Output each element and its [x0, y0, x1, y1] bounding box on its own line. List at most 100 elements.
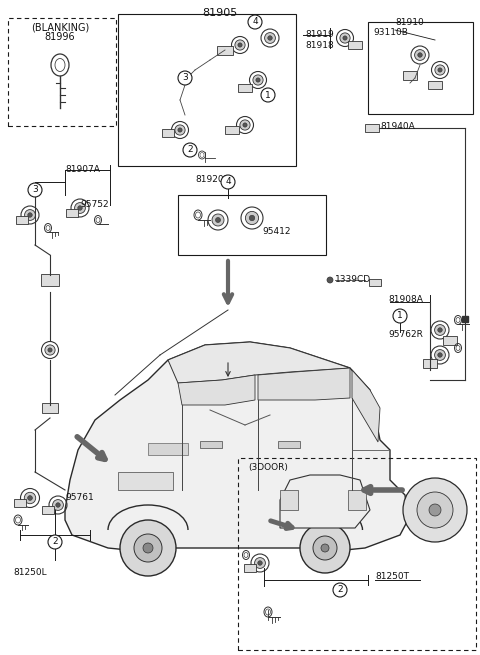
Circle shape: [258, 561, 262, 565]
Circle shape: [120, 520, 176, 576]
Circle shape: [327, 277, 333, 283]
Circle shape: [435, 65, 445, 75]
Bar: [148, 443, 188, 455]
Text: 81910: 81910: [395, 18, 424, 27]
Circle shape: [248, 15, 262, 29]
Circle shape: [24, 210, 36, 220]
Circle shape: [45, 345, 55, 355]
Bar: [368, 22, 473, 114]
Circle shape: [143, 543, 153, 553]
Bar: [178, 195, 326, 255]
Circle shape: [429, 504, 441, 516]
Circle shape: [256, 78, 260, 82]
Circle shape: [333, 583, 347, 597]
Text: 93110B: 93110B: [373, 28, 408, 37]
Text: 81907A: 81907A: [65, 165, 100, 174]
Circle shape: [403, 478, 467, 542]
Polygon shape: [178, 375, 255, 405]
Circle shape: [175, 125, 185, 135]
Circle shape: [393, 309, 407, 323]
Bar: [118, 14, 296, 166]
Polygon shape: [258, 368, 350, 400]
Circle shape: [438, 68, 442, 72]
Bar: [369, 278, 381, 286]
Circle shape: [238, 43, 242, 47]
Bar: [238, 458, 476, 650]
Circle shape: [340, 33, 350, 43]
Text: 95761: 95761: [65, 493, 94, 502]
Bar: [443, 335, 457, 345]
Circle shape: [178, 71, 192, 85]
Text: (3DOOR): (3DOOR): [248, 463, 288, 472]
Bar: [66, 209, 78, 217]
Text: 95752: 95752: [80, 200, 108, 209]
Polygon shape: [168, 342, 350, 383]
Circle shape: [417, 492, 453, 528]
Bar: [428, 81, 442, 89]
Polygon shape: [65, 342, 408, 552]
Circle shape: [300, 523, 350, 573]
Bar: [217, 45, 233, 54]
Text: 81919: 81919: [305, 30, 334, 39]
Bar: [244, 564, 256, 572]
Text: 81920B: 81920B: [195, 175, 230, 184]
Bar: [42, 506, 54, 514]
Circle shape: [74, 202, 85, 214]
Bar: [423, 358, 437, 367]
Text: 4: 4: [225, 178, 231, 187]
Circle shape: [418, 53, 422, 57]
Bar: [14, 499, 26, 507]
Text: (BLANKING): (BLANKING): [31, 22, 89, 32]
Text: 2: 2: [337, 586, 343, 595]
Circle shape: [240, 120, 250, 130]
Circle shape: [343, 36, 347, 40]
Circle shape: [24, 493, 36, 504]
Circle shape: [243, 123, 247, 127]
Circle shape: [183, 143, 197, 157]
Circle shape: [438, 353, 442, 357]
Circle shape: [434, 325, 445, 335]
Circle shape: [438, 328, 442, 332]
Circle shape: [134, 534, 162, 562]
Bar: [200, 441, 222, 448]
Bar: [162, 129, 174, 137]
Circle shape: [221, 175, 235, 189]
Bar: [225, 126, 239, 134]
Circle shape: [249, 215, 255, 221]
Circle shape: [254, 557, 265, 569]
Circle shape: [268, 36, 272, 40]
Text: 95762R: 95762R: [388, 330, 423, 339]
Text: 81940A: 81940A: [380, 122, 415, 131]
Circle shape: [321, 544, 329, 552]
Circle shape: [78, 206, 82, 210]
Circle shape: [28, 183, 42, 197]
Bar: [41, 274, 59, 286]
Circle shape: [216, 217, 220, 223]
Circle shape: [178, 128, 182, 132]
Circle shape: [48, 348, 52, 352]
Circle shape: [415, 50, 425, 60]
Text: 3: 3: [182, 73, 188, 83]
Circle shape: [235, 40, 245, 50]
Bar: [238, 84, 252, 92]
Bar: [403, 71, 417, 79]
Text: 3: 3: [32, 185, 38, 195]
Circle shape: [261, 88, 275, 102]
Circle shape: [313, 536, 337, 560]
Bar: [8, 18, 116, 126]
Text: 4: 4: [252, 18, 258, 26]
Text: 81996: 81996: [45, 32, 75, 42]
Circle shape: [434, 350, 445, 360]
Text: 1: 1: [265, 90, 271, 100]
Bar: [280, 490, 298, 510]
Bar: [278, 441, 300, 448]
Circle shape: [264, 33, 276, 43]
Circle shape: [245, 212, 259, 225]
Text: 81905: 81905: [203, 8, 238, 18]
Polygon shape: [352, 370, 380, 442]
Bar: [16, 216, 28, 224]
Bar: [348, 41, 362, 49]
Circle shape: [253, 75, 263, 85]
Text: 81918: 81918: [305, 41, 334, 50]
Bar: [348, 490, 366, 510]
